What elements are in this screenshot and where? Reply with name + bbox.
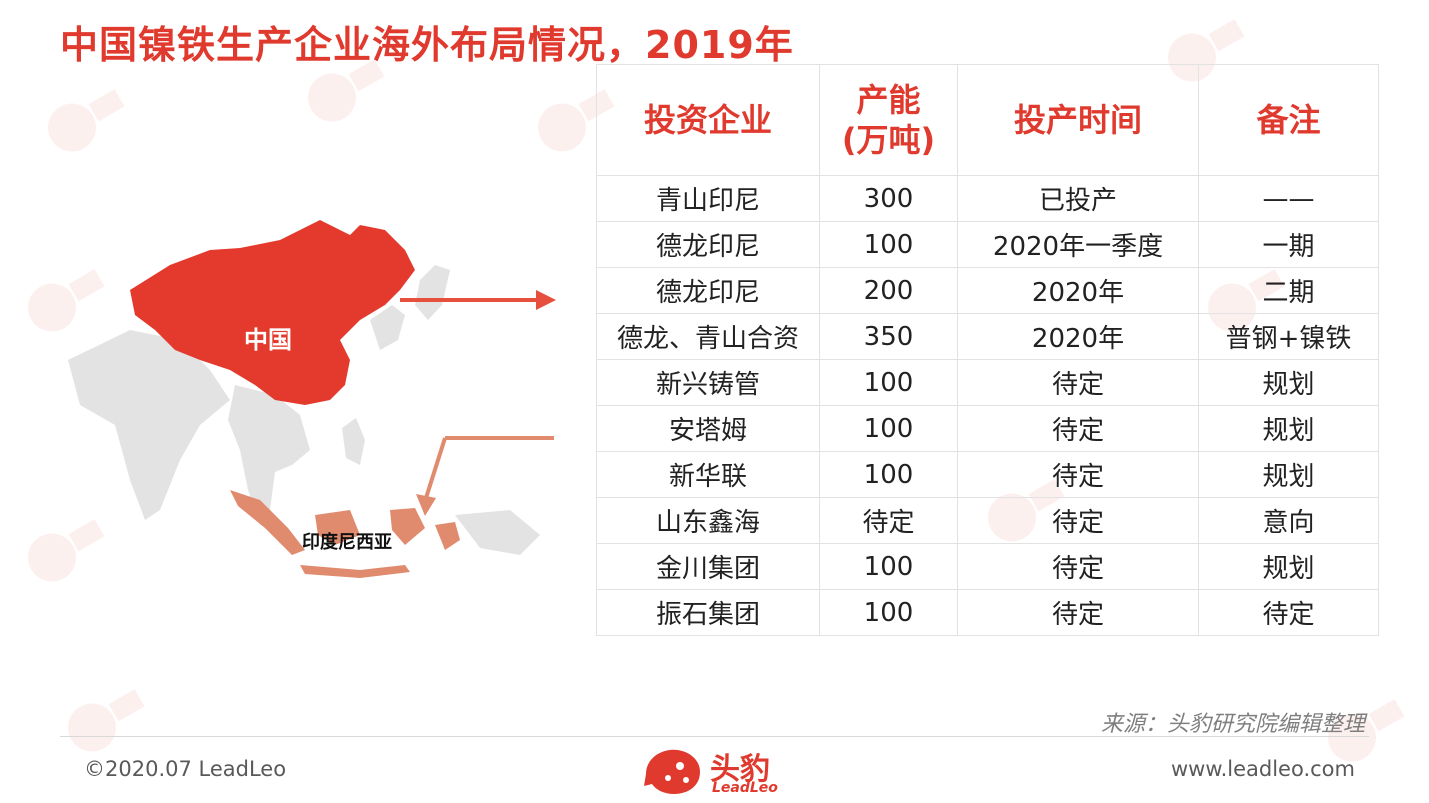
source-note: 来源：头豹研究院编辑整理 — [1100, 712, 1365, 737]
header-capacity: 产能 (万吨) — [819, 64, 958, 176]
india-landmass — [68, 330, 230, 520]
cell-capacity: 待定 — [819, 497, 958, 544]
logo-text-cn: 头豹 — [710, 752, 770, 787]
indonesia-shape — [230, 490, 460, 578]
cell-company: 青山印尼 — [596, 175, 820, 222]
table-row: 德龙印尼 100 2020年一季度 一期 — [596, 221, 1379, 268]
header-note: 备注 — [1198, 64, 1379, 176]
cell-start-time: 待定 — [957, 451, 1199, 498]
philippines-landmass — [342, 418, 365, 465]
cell-note: 规划 — [1198, 405, 1379, 452]
table-row: 安塔姆 100 待定 规划 — [596, 405, 1379, 452]
cell-start-time: 待定 — [957, 543, 1199, 590]
cell-capacity: 200 — [819, 267, 958, 314]
logo-text-en: LeadLeo — [712, 780, 778, 796]
china-label: 中国 — [244, 326, 292, 354]
cell-note: 意向 — [1198, 497, 1379, 544]
arrow-right-icon — [400, 290, 556, 310]
cell-company: 德龙印尼 — [596, 267, 820, 314]
cell-company: 德龙印尼 — [596, 221, 820, 268]
leadleo-logo: 头豹 LeadLeo — [640, 742, 790, 800]
leopard-logo-icon — [644, 749, 700, 794]
asia-map — [68, 220, 556, 578]
cell-capacity: 100 — [819, 589, 958, 636]
watermark-logo-icon — [68, 689, 145, 752]
cell-company: 新兴铸管 — [596, 359, 820, 406]
cell-start-time: 待定 — [957, 359, 1199, 406]
southeast-asia-landmass — [228, 385, 310, 530]
table-row: 德龙印尼 200 2020年 二期 — [596, 267, 1379, 314]
cell-company: 德龙、青山合资 — [596, 313, 820, 360]
table-header-row: 投资企业 产能 (万吨) 投产时间 备注 — [596, 64, 1379, 176]
cell-start-time: 2020年 — [957, 313, 1199, 360]
cell-capacity: 100 — [819, 405, 958, 452]
cell-start-time: 待定 — [957, 405, 1199, 452]
cell-capacity: 100 — [819, 221, 958, 268]
cell-company: 新华联 — [596, 451, 820, 498]
indonesia-label: 印度尼西亚 — [302, 532, 392, 553]
footer-divider — [60, 736, 1369, 737]
papua-landmass — [455, 510, 540, 555]
cell-start-time: 已投产 — [957, 175, 1199, 222]
cell-note: 待定 — [1198, 589, 1379, 636]
table-row: 新华联 100 待定 规划 — [596, 451, 1379, 498]
cell-start-time: 待定 — [957, 497, 1199, 544]
cell-note: 规划 — [1198, 543, 1379, 590]
page-title: 中国镍铁生产企业海外布局情况，2019年 — [60, 23, 794, 67]
china-shape — [130, 220, 415, 405]
cell-company: 山东鑫海 — [596, 497, 820, 544]
cell-capacity: 100 — [819, 543, 958, 590]
header-start-time: 投产时间 — [957, 64, 1199, 176]
cell-start-time: 待定 — [957, 589, 1199, 636]
cell-note: 规划 — [1198, 451, 1379, 498]
cell-company: 金川集团 — [596, 543, 820, 590]
table-row: 振石集团 100 待定 待定 — [596, 589, 1379, 636]
cell-note: 一期 — [1198, 221, 1379, 268]
cell-note: 二期 — [1198, 267, 1379, 314]
investment-table: 投资企业 产能 (万吨) 投产时间 备注 青山印尼 300 已投产 —— 德龙印尼 10… — [596, 64, 1379, 636]
website-link[interactable]: www.leadleo.com — [1171, 757, 1355, 781]
cell-note: 普钢+镍铁 — [1198, 313, 1379, 360]
header-company: 投资企业 — [596, 64, 820, 176]
table-row: 山东鑫海 待定 待定 意向 — [596, 497, 1379, 544]
table-row: 新兴铸管 100 待定 规划 — [596, 359, 1379, 406]
japan-korea-landmass — [370, 265, 450, 350]
copyright-text: ©2020.07 LeadLeo — [84, 757, 287, 781]
cell-capacity: 300 — [819, 175, 958, 222]
arrow-down-left-icon — [416, 436, 554, 516]
table-row: 青山印尼 300 已投产 —— — [596, 175, 1379, 222]
table-row: 德龙、青山合资 350 2020年 普钢+镍铁 — [596, 313, 1379, 360]
cell-note: —— — [1198, 175, 1379, 222]
cell-company: 振石集团 — [596, 589, 820, 636]
cell-company: 安塔姆 — [596, 405, 820, 452]
cell-capacity: 350 — [819, 313, 958, 360]
cell-note: 规划 — [1198, 359, 1379, 406]
cell-start-time: 2020年一季度 — [957, 221, 1199, 268]
cell-capacity: 100 — [819, 359, 958, 406]
header-capacity-text: 产能 (万吨) — [841, 81, 936, 159]
cell-capacity: 100 — [819, 451, 958, 498]
watermark-logo-icon — [48, 89, 125, 152]
cell-start-time: 2020年 — [957, 267, 1199, 314]
table-row: 金川集团 100 待定 规划 — [596, 543, 1379, 590]
